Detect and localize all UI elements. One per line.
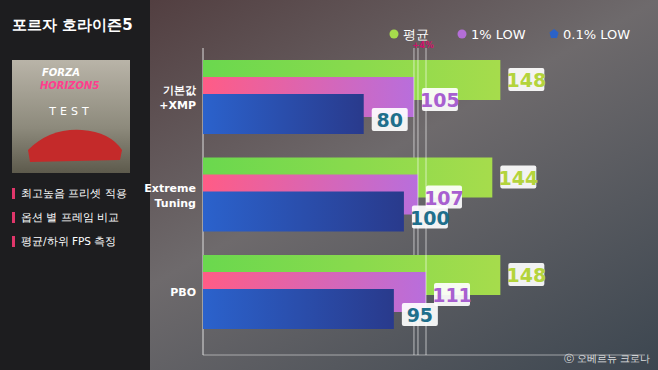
note-bullet [12,236,15,247]
background [0,0,658,370]
side-panel [0,0,150,370]
bar [203,192,404,232]
legend-label: 1% LOW [471,27,526,42]
source: ⓒ 오베르뉴 크로나 [564,353,650,364]
cover-image: FORZA HORIZON5 TEST [12,60,130,173]
bars [203,48,500,355]
category-label: 기본값+XMP [159,84,197,112]
note: 최고높음 프리셋 적용 [21,187,127,199]
category-label: PBO [170,286,196,299]
note: 옵션 별 프레임 비교 [21,211,119,223]
data-label: 148 [507,264,547,286]
bar [203,289,394,329]
cover-bg [12,60,130,173]
label-box [372,108,408,131]
legend-marker [550,29,559,38]
label-box [402,303,438,326]
data-label: 107 [424,187,464,209]
note-bullet [12,212,15,223]
legend-marker [458,30,467,39]
data-label: 100 [410,207,450,229]
cover-text: FORZA [42,67,80,78]
note-bullet [12,188,15,199]
labels: 기본값+XMP 148 105 80 ExtremeTuning 144 107100 PBO… [144,68,546,326]
data-label: 144 [498,167,538,189]
chart: 포르자 호라이즌5 FORZA HORIZON5 TEST 최고높음 프리셋 적용옵션 … [0,0,658,370]
data-label: 111 [432,284,472,306]
category-label: ExtremeTuning [144,182,196,210]
legend-marker [390,30,399,39]
car [28,130,122,162]
cover-text: TEST [48,105,92,118]
legend-label: 0.1% LOW [563,27,630,42]
cover-text: HORIZON5 [40,80,99,91]
annotation: +4% [412,40,434,50]
data-label: 148 [507,69,547,91]
title: 포르자 호라이즌5 [12,16,133,34]
data-label: 80 [377,109,403,131]
note: 평균/하위 FPS 측정 [21,235,116,247]
bar [203,94,364,134]
data-label: 95 [407,304,433,326]
data-label: 105 [420,89,460,111]
